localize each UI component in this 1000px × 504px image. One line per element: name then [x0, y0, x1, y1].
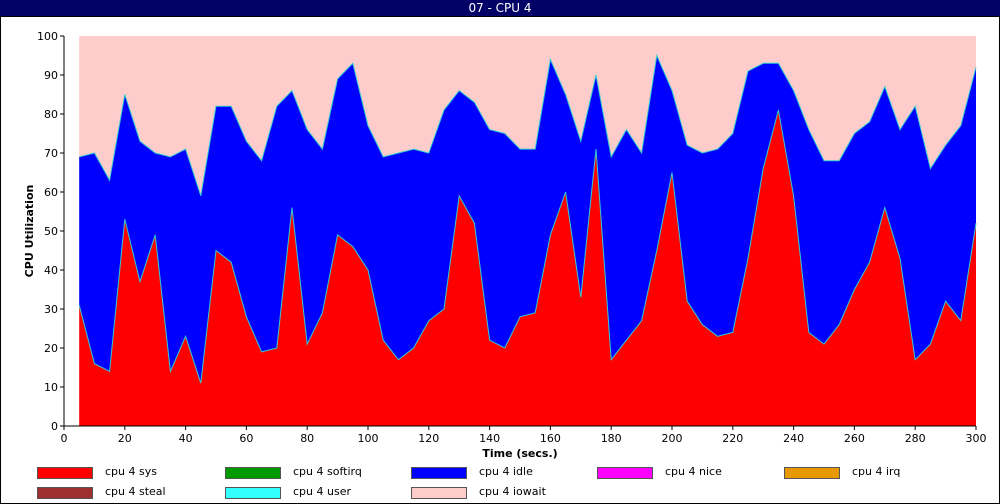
legend-label: cpu 4 idle — [479, 465, 533, 478]
x-axis-label: Time (secs.) — [482, 447, 557, 460]
legend-swatch — [37, 467, 93, 479]
x-tick-label: 60 — [239, 432, 253, 445]
area-series-cpu-4-idle — [79, 55, 976, 384]
legend-label: cpu 4 nice — [665, 465, 722, 478]
x-tick-label: 180 — [601, 432, 622, 445]
x-tick-label: 300 — [966, 432, 987, 445]
y-tick-label: 30 — [44, 303, 58, 316]
x-tick-label: 0 — [61, 432, 68, 445]
legend-label: cpu 4 softirq — [293, 465, 362, 478]
y-tick-label: 60 — [44, 186, 58, 199]
x-tick-label: 220 — [722, 432, 743, 445]
x-tick-label: 100 — [358, 432, 379, 445]
stacked-area-series — [78, 36, 977, 426]
legend-swatch — [225, 487, 281, 499]
legend-swatch — [37, 487, 93, 499]
legend-label: cpu 4 sys — [105, 465, 157, 478]
window-title: 07 - CPU 4 — [468, 1, 532, 15]
x-tick-label: 240 — [783, 432, 804, 445]
axes: 0 10 20 30 40 50 60 70 80 90 100 0 20 40 60 80 100 120 140… — [37, 30, 987, 445]
legend-swatch — [411, 487, 467, 499]
x-tick-label: 200 — [662, 432, 683, 445]
area-series-cpu-4-iowait — [79, 36, 976, 196]
x-tick-label: 20 — [118, 432, 132, 445]
x-tick-label: 160 — [540, 432, 561, 445]
x-tick-label: 120 — [418, 432, 439, 445]
x-tick-label: 140 — [479, 432, 500, 445]
y-axis-label: CPU Utilization — [23, 185, 36, 278]
legend-label: cpu 4 steal — [105, 485, 166, 498]
y-tick-label: 100 — [37, 30, 58, 43]
legend-swatch — [225, 467, 281, 479]
x-tick-label: 40 — [179, 432, 193, 445]
y-tick-label: 80 — [44, 108, 58, 121]
y-tick-label: 90 — [44, 69, 58, 82]
y-tick-label: 20 — [44, 342, 58, 355]
legend-swatch — [597, 467, 653, 479]
y-tick-label: 70 — [44, 147, 58, 160]
y-tick-label: 50 — [44, 225, 58, 238]
y-tick-label: 0 — [51, 420, 58, 433]
window-title-bar: 07 - CPU 4 — [0, 0, 1000, 16]
x-tick-label: 260 — [844, 432, 865, 445]
legend-label: cpu 4 iowait — [479, 485, 546, 498]
y-tick-label: 40 — [44, 264, 58, 277]
y-tick-label: 10 — [44, 381, 58, 394]
area-series-cpu-4-sys — [79, 110, 976, 426]
series-edge-cpu-4-idle — [79, 53, 977, 197]
legend-label: cpu 4 irq — [852, 465, 901, 478]
x-tick-label: 80 — [300, 432, 314, 445]
series-edge-cpu-4-sys — [78, 109, 977, 384]
legend-label: cpu 4 user — [293, 485, 351, 498]
x-tick-label: 280 — [905, 432, 926, 445]
legend-swatch — [784, 467, 840, 479]
legend-swatch — [411, 467, 467, 479]
